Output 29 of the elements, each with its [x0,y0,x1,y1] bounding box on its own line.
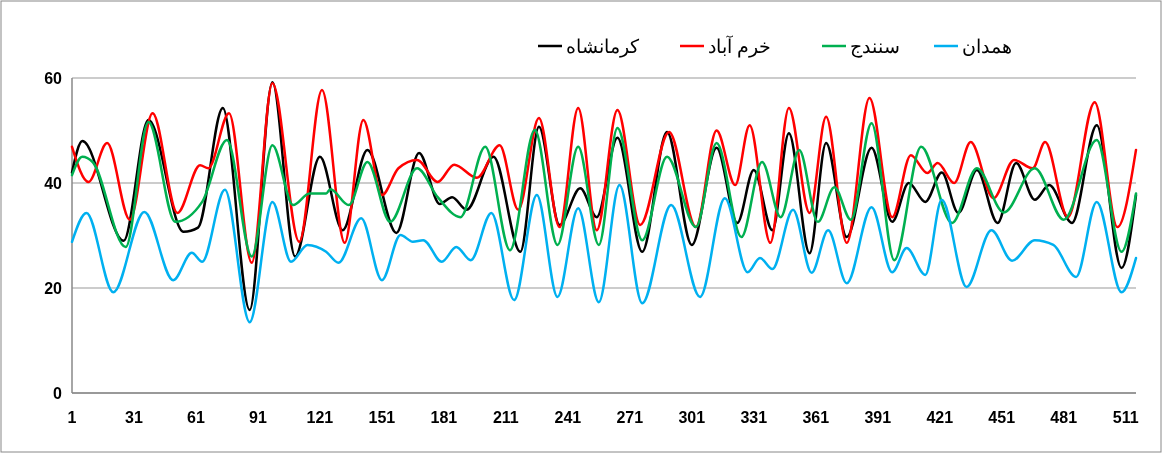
x-tick-label: 361 [802,408,830,426]
legend-label: همدان [962,35,1012,57]
y-tick-label: 60 [44,69,63,87]
x-tick-label: 331 [740,408,768,426]
x-tick-label: 271 [616,408,644,426]
y-tick-label: 0 [53,384,63,402]
x-tick-label: 241 [554,408,582,426]
x-tick-label: 61 [187,408,205,426]
legend-label: سنندج [850,35,900,58]
x-tick-label: 151 [368,408,396,426]
line-series [70,183,1138,324]
x-tick-label: 511 [1112,408,1139,426]
y-tick-label: 40 [44,174,63,192]
x-tick-label: 451 [988,408,1016,426]
x-tick-label: 91 [249,408,267,426]
x-tick-label: 421 [926,408,954,426]
x-tick-label: 301 [678,408,706,426]
x-tick-label: 211 [492,408,519,426]
x-tick-label: 121 [306,408,334,426]
line-series [70,120,1138,262]
legend-label: کرمانشاه [566,35,640,58]
line-series [70,82,1138,265]
legend-label: خرم آباد [708,34,772,58]
x-tick-label: 181 [430,408,458,426]
x-tick-label: 31 [125,408,143,426]
y-tick-label: 20 [44,279,63,297]
x-tick-label: 391 [864,408,892,426]
x-tick-label: 481 [1050,408,1078,426]
x-tick-label: 1 [67,408,77,426]
